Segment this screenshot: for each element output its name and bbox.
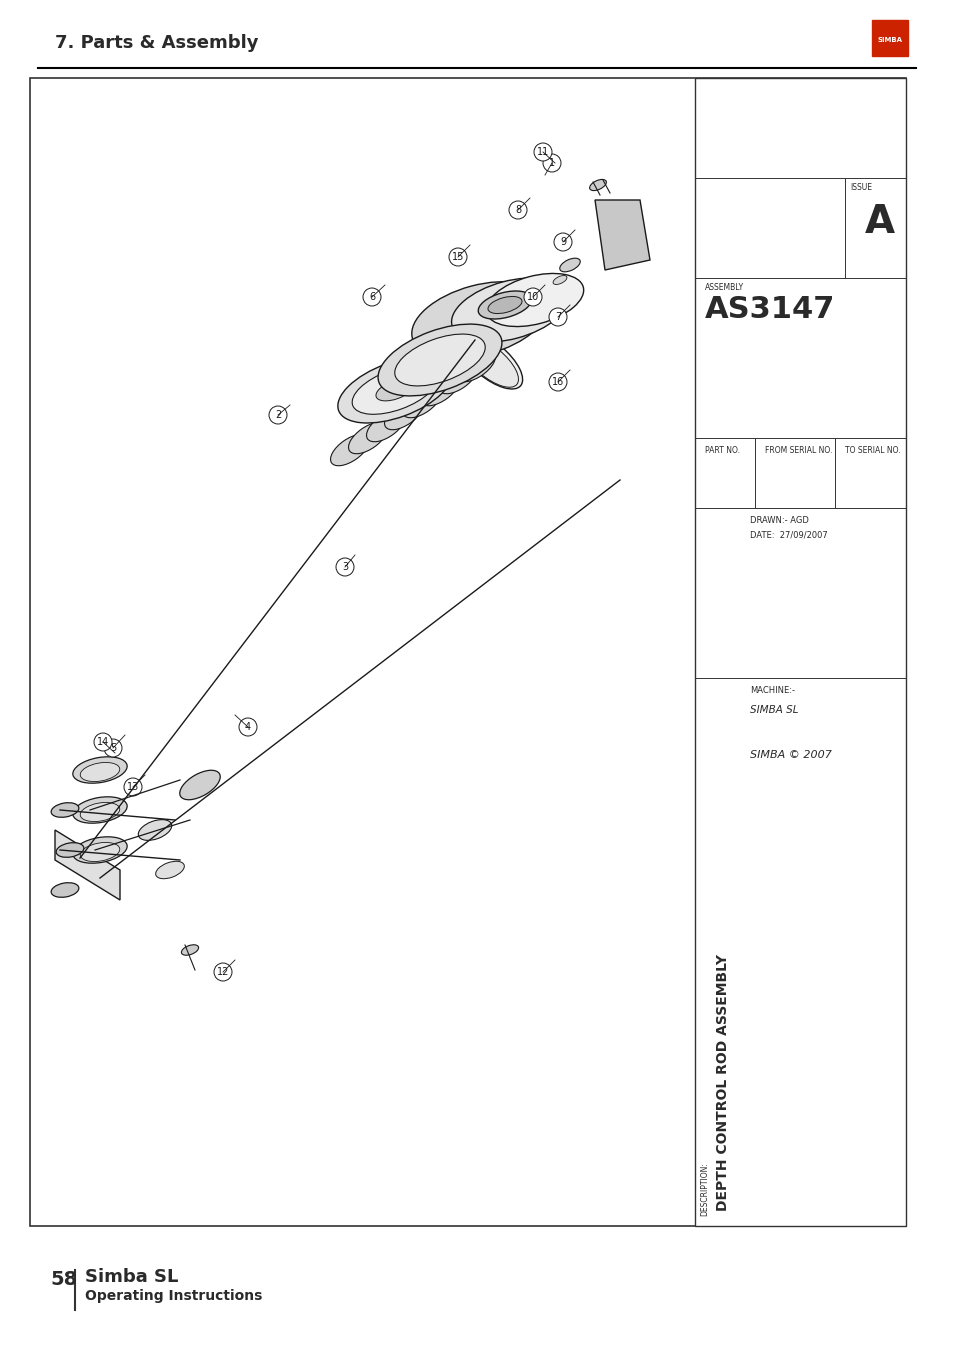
Text: DESCRIPTION:: DESCRIPTION: xyxy=(700,1162,709,1216)
Text: Operating Instructions: Operating Instructions xyxy=(85,1289,262,1302)
Ellipse shape xyxy=(72,797,127,823)
Text: 7: 7 xyxy=(555,312,560,322)
Text: DEPTH CONTROL ROD ASSEMBLY: DEPTH CONTROL ROD ASSEMBLY xyxy=(716,954,729,1210)
Text: 16: 16 xyxy=(551,377,563,386)
Circle shape xyxy=(94,734,112,751)
Ellipse shape xyxy=(420,374,459,405)
Text: 6: 6 xyxy=(369,292,375,303)
Bar xyxy=(695,78,905,1225)
Text: SIMBA © 2007: SIMBA © 2007 xyxy=(749,750,831,761)
Ellipse shape xyxy=(395,334,485,386)
Text: 58: 58 xyxy=(50,1270,77,1289)
Text: 8: 8 xyxy=(515,205,520,215)
Text: 9: 9 xyxy=(559,236,565,247)
Ellipse shape xyxy=(366,411,405,442)
Text: 7. Parts & Assembly: 7. Parts & Assembly xyxy=(55,34,258,51)
Ellipse shape xyxy=(352,366,437,415)
Circle shape xyxy=(554,232,572,251)
Ellipse shape xyxy=(456,350,495,382)
Text: 5: 5 xyxy=(110,743,116,753)
Text: 14: 14 xyxy=(97,738,109,747)
Circle shape xyxy=(213,963,232,981)
Text: 10: 10 xyxy=(526,292,538,303)
Text: 11: 11 xyxy=(537,147,549,157)
Text: 2: 2 xyxy=(274,409,281,420)
Circle shape xyxy=(239,717,256,736)
Ellipse shape xyxy=(402,386,441,417)
Circle shape xyxy=(124,778,142,796)
Text: ASSEMBLY: ASSEMBLY xyxy=(704,282,743,292)
Text: 1: 1 xyxy=(548,158,555,168)
Ellipse shape xyxy=(80,802,120,821)
Circle shape xyxy=(335,558,354,576)
Ellipse shape xyxy=(456,331,522,389)
Ellipse shape xyxy=(412,281,548,358)
Ellipse shape xyxy=(348,423,387,454)
Ellipse shape xyxy=(155,862,184,878)
Circle shape xyxy=(269,407,287,424)
Ellipse shape xyxy=(589,180,606,190)
Text: MACHINE:-: MACHINE:- xyxy=(749,686,794,694)
Text: 4: 4 xyxy=(245,721,251,732)
Ellipse shape xyxy=(553,276,566,285)
Text: 13: 13 xyxy=(127,782,139,792)
Ellipse shape xyxy=(337,357,452,423)
Circle shape xyxy=(509,201,526,219)
Text: 3: 3 xyxy=(341,562,348,571)
Circle shape xyxy=(363,288,380,305)
Circle shape xyxy=(104,739,122,757)
Ellipse shape xyxy=(477,290,531,319)
Ellipse shape xyxy=(138,820,172,840)
Ellipse shape xyxy=(486,273,583,327)
Text: Simba SL: Simba SL xyxy=(85,1269,178,1286)
Ellipse shape xyxy=(56,843,84,858)
Circle shape xyxy=(548,308,566,326)
Ellipse shape xyxy=(72,836,127,863)
Ellipse shape xyxy=(80,762,120,781)
Ellipse shape xyxy=(330,434,369,466)
Ellipse shape xyxy=(181,944,198,955)
Text: TO SERIAL NO.: TO SERIAL NO. xyxy=(844,446,900,455)
Ellipse shape xyxy=(51,802,79,817)
Circle shape xyxy=(542,154,560,172)
Ellipse shape xyxy=(179,770,220,800)
Text: FROM SERIAL NO.: FROM SERIAL NO. xyxy=(764,446,832,455)
Text: SIMBA: SIMBA xyxy=(877,36,902,43)
Ellipse shape xyxy=(559,258,579,272)
Ellipse shape xyxy=(377,324,501,396)
Ellipse shape xyxy=(51,882,79,897)
Text: AS3147: AS3147 xyxy=(704,295,835,324)
Text: DATE:  27/09/2007: DATE: 27/09/2007 xyxy=(749,531,827,540)
Text: ISSUE: ISSUE xyxy=(849,182,871,192)
Ellipse shape xyxy=(72,757,127,784)
Polygon shape xyxy=(55,830,120,900)
Text: 12: 12 xyxy=(216,967,229,977)
Bar xyxy=(30,78,905,1225)
Ellipse shape xyxy=(375,380,414,401)
Ellipse shape xyxy=(438,362,477,393)
Circle shape xyxy=(449,249,467,266)
Circle shape xyxy=(523,288,541,305)
Text: 15: 15 xyxy=(452,253,464,262)
Ellipse shape xyxy=(461,336,517,388)
Ellipse shape xyxy=(488,296,521,313)
Polygon shape xyxy=(595,200,649,270)
Circle shape xyxy=(534,143,552,161)
Ellipse shape xyxy=(451,278,568,342)
Bar xyxy=(871,20,907,55)
Text: SIMBA SL: SIMBA SL xyxy=(749,705,798,715)
Text: A: A xyxy=(864,203,894,240)
Ellipse shape xyxy=(80,843,120,862)
Text: DRAWN:- AGD: DRAWN:- AGD xyxy=(749,516,808,526)
Ellipse shape xyxy=(384,399,423,430)
Circle shape xyxy=(548,373,566,390)
Text: PART NO.: PART NO. xyxy=(704,446,740,455)
Ellipse shape xyxy=(615,228,634,242)
